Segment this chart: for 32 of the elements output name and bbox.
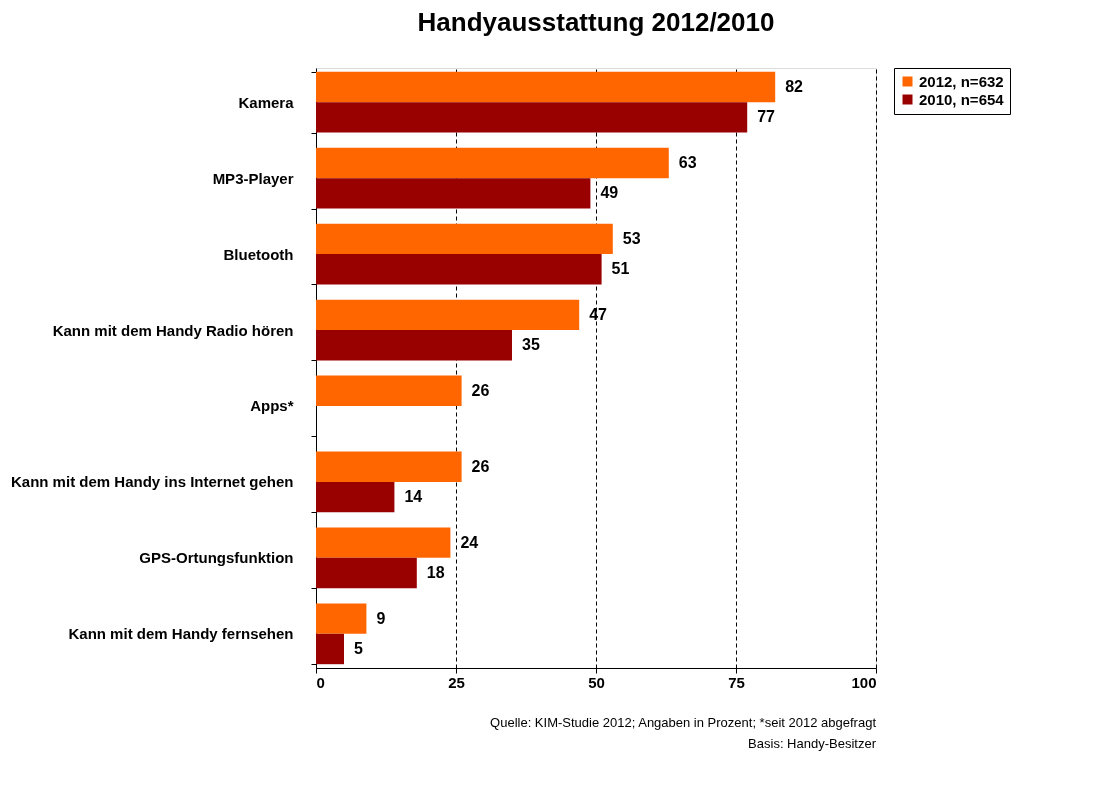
data-label: 82: [785, 77, 804, 95]
data-label: 63: [678, 153, 697, 171]
x-tick-label: 50: [588, 673, 605, 691]
y-tick-label: Kann mit dem Handy Radio hören: [52, 321, 294, 339]
x-tick-label: 0: [316, 673, 325, 691]
y-tick-label: Kann mit dem Handy ins Internet gehen: [10, 473, 294, 491]
chart-title: Handyausstattung 2012/2010: [417, 7, 775, 37]
y-tick-label: Kann mit dem Handy fernsehen: [68, 625, 294, 643]
y-tick-label: MP3-Player: [212, 169, 294, 187]
data-label: 9: [376, 609, 386, 627]
data-label: 77: [757, 108, 776, 126]
y-tick-label: Kamera: [238, 93, 295, 111]
source-note: Quelle: KIM-Studie 2012; Angaben in Prozent; *seit 2012 abgefragt: [490, 715, 877, 730]
x-tick-label: 25: [448, 673, 465, 691]
data-label: 49: [600, 184, 619, 202]
text: Basis: Handy-Besitzer: [748, 736, 877, 751]
data-label: 14: [404, 488, 423, 506]
x-tick-label: 75: [728, 673, 745, 691]
data-label: 26: [471, 381, 490, 399]
data-label: 24: [460, 533, 479, 551]
legend-label: 2010, n=654: [919, 90, 1005, 108]
y-tick-label: Bluetooth: [223, 245, 294, 263]
data-label: 51: [611, 260, 630, 278]
data-label: 18: [426, 564, 445, 582]
data-label: 35: [522, 336, 540, 354]
data-label: 26: [471, 457, 490, 475]
y-tick-label: GPS-Ortungsfunktion: [139, 549, 294, 567]
data-label: 53: [622, 229, 641, 247]
y-tick-label: Apps*: [250, 397, 294, 415]
x-tick-label: 100: [851, 673, 877, 691]
data-label: 5: [354, 640, 363, 658]
legend-label: 2012, n=632: [919, 72, 1004, 90]
